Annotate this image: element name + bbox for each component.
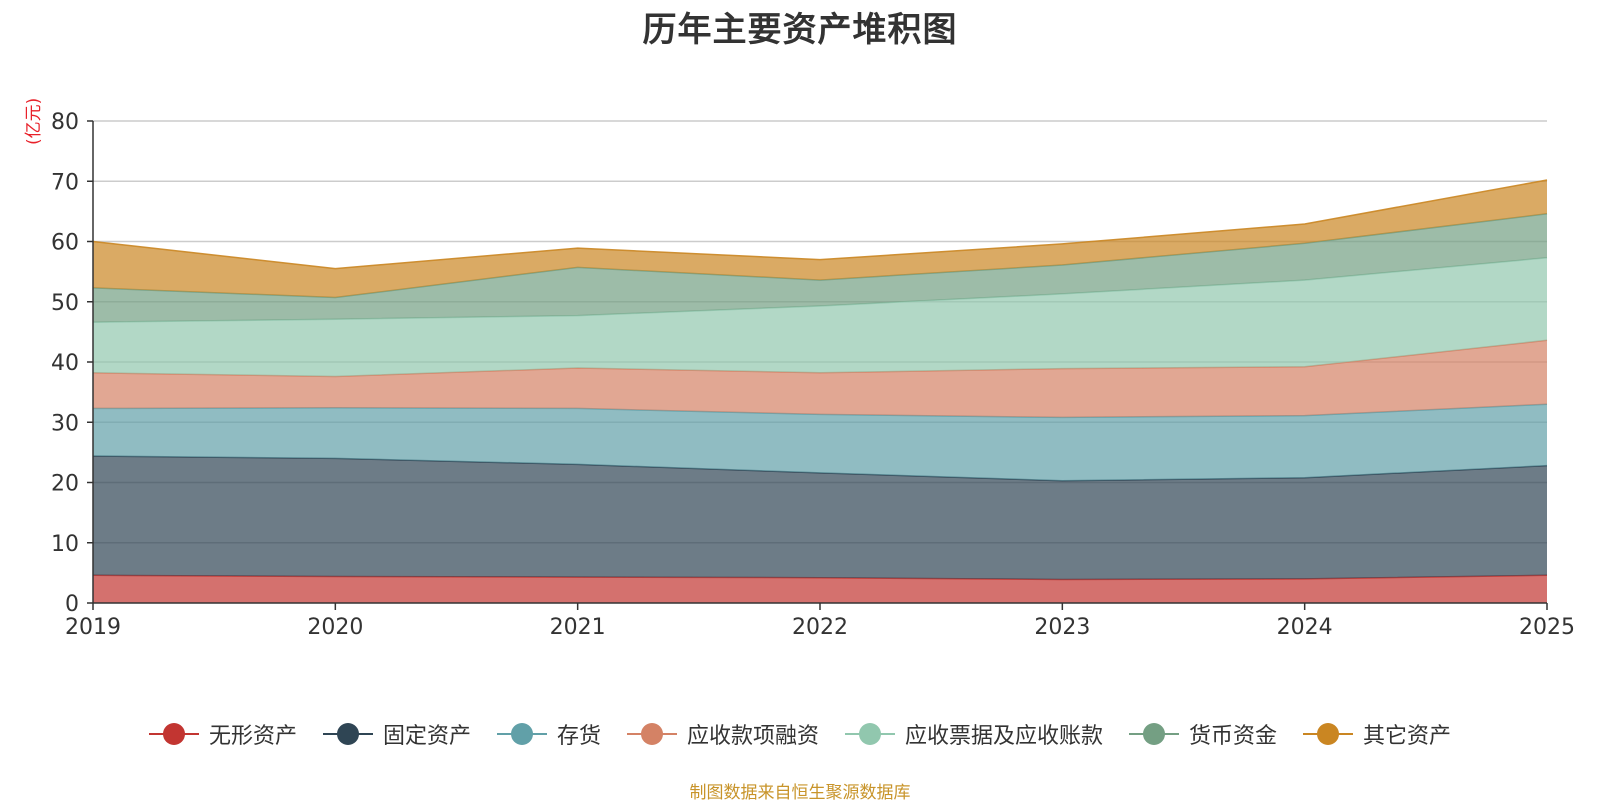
legend-swatch-icon bbox=[148, 722, 199, 746]
legend-label: 货币资金 bbox=[1189, 724, 1278, 749]
legend-dot bbox=[859, 723, 881, 745]
area-series-6 bbox=[93, 213, 1547, 323]
area-series-7 bbox=[93, 180, 1547, 298]
y-tick-label: 10 bbox=[51, 532, 79, 557]
legend: 无形资产 固定资产 存货 应收款项融资 应收票据及应收账款 货币资金 其它资产 bbox=[0, 718, 1600, 750]
y-tick-label: 30 bbox=[51, 411, 79, 436]
legend-label: 应收票据及应收账款 bbox=[905, 724, 1104, 749]
legend-swatch-icon bbox=[496, 722, 547, 746]
area-series-7-edge bbox=[92, 179, 1548, 270]
legend-label: 存货 bbox=[556, 724, 601, 749]
y-tick-label: 60 bbox=[51, 231, 79, 256]
x-tick-label: 2021 bbox=[550, 615, 606, 640]
legend-swatch-icon bbox=[1303, 722, 1354, 746]
y-tick-label: 50 bbox=[51, 291, 79, 316]
x-tick-label: 2019 bbox=[65, 615, 121, 640]
legend-label: 无形资产 bbox=[208, 724, 297, 749]
x-tick-label: 2025 bbox=[1519, 615, 1575, 640]
area-series-3 bbox=[93, 404, 1547, 481]
area-series-1 bbox=[93, 575, 1547, 603]
x-tick-label: 2022 bbox=[792, 615, 848, 640]
axes: 0 10 20 30 40 50 60 70 80 2019 2020 2021 2022 2023 202… bbox=[51, 110, 1575, 640]
legend-label: 固定资产 bbox=[382, 724, 471, 749]
y-tick-label: 0 bbox=[65, 592, 79, 617]
area-series-layer bbox=[92, 179, 1548, 603]
legend-swatch-icon bbox=[322, 722, 373, 746]
y-tick-label: 20 bbox=[51, 472, 79, 497]
source-note: 制图数据来自恒生聚源数据库 bbox=[689, 783, 911, 803]
legend-dot bbox=[162, 723, 185, 745]
legend-swatch-icon bbox=[845, 722, 895, 746]
y-tick-label: 70 bbox=[51, 170, 79, 195]
legend-dot bbox=[1143, 723, 1166, 745]
legend-item[interactable]: 货币资金 bbox=[1129, 718, 1277, 750]
x-tick-label: 2020 bbox=[307, 615, 363, 640]
y-tick-label: 80 bbox=[51, 110, 79, 135]
area-series-4 bbox=[93, 340, 1547, 418]
legend-item[interactable]: 无形资产 bbox=[148, 718, 297, 750]
legend-label: 其它资产 bbox=[1363, 724, 1452, 749]
legend-item[interactable]: 其它资产 bbox=[1303, 718, 1451, 750]
chart-title: 历年主要资产堆积图 bbox=[642, 10, 958, 50]
legend-item[interactable]: 存货 bbox=[496, 718, 601, 750]
area-series-2 bbox=[93, 456, 1547, 580]
x-tick-label: 2024 bbox=[1277, 615, 1333, 640]
legend-item[interactable]: 应收票据及应收账款 bbox=[845, 718, 1103, 750]
legend-dot bbox=[510, 723, 533, 745]
legend-item[interactable]: 固定资产 bbox=[322, 718, 471, 750]
legend-dot bbox=[640, 723, 663, 745]
legend-label: 应收款项融资 bbox=[686, 724, 819, 749]
x-tick-label: 2023 bbox=[1034, 615, 1090, 640]
legend-swatch-icon bbox=[1129, 722, 1180, 746]
legend-dot bbox=[1317, 723, 1340, 745]
legend-item[interactable]: 应收款项融资 bbox=[626, 718, 819, 750]
legend-dot bbox=[336, 723, 359, 745]
legend-swatch-icon bbox=[626, 722, 677, 746]
y-tick-label: 40 bbox=[51, 351, 79, 376]
